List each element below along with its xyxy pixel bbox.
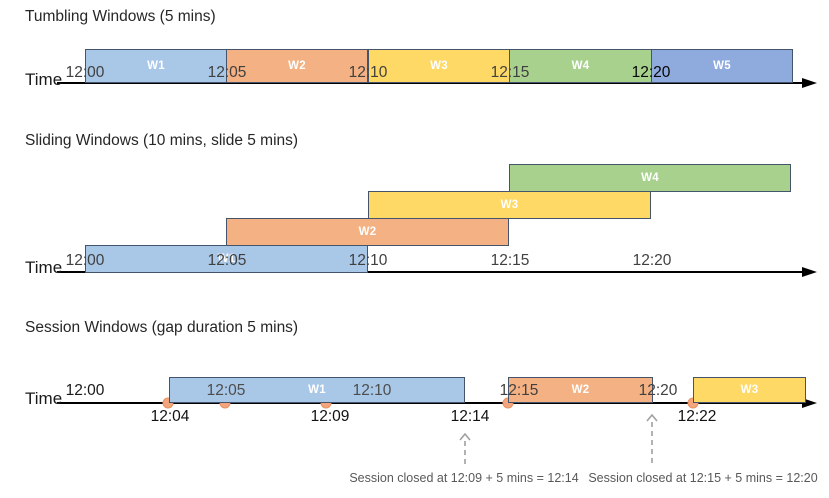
window-label: W1 bbox=[308, 384, 326, 396]
window-label: W3 bbox=[740, 384, 759, 396]
session-close-annotation: Session closed at 12:15 + 5 mins = 12:20 bbox=[588, 471, 818, 485]
window-label: W3 bbox=[430, 60, 448, 72]
window-label: W2 bbox=[571, 384, 590, 396]
time-axis bbox=[57, 82, 803, 84]
tumbling-window-w4: W4 bbox=[509, 49, 652, 83]
window-label: W2 bbox=[288, 60, 306, 72]
sliding-window-w4: W4 bbox=[509, 164, 791, 192]
window-label: W2 bbox=[358, 226, 377, 238]
tick-label: 12:00 bbox=[65, 64, 105, 81]
session-close-annotation: Session closed at 12:09 + 5 mins = 12:14 bbox=[349, 471, 579, 485]
axis-arrow-icon bbox=[802, 78, 817, 88]
tick-label: 12:20 bbox=[631, 64, 671, 81]
axis-arrow-icon bbox=[802, 267, 817, 277]
sliding-window-w2: W2 bbox=[226, 218, 509, 246]
tick-label: 12:15 bbox=[490, 252, 530, 269]
dashed-arrow-icon bbox=[459, 433, 471, 464]
time-axis-label: Time bbox=[25, 258, 63, 277]
tick-label: 12:05 bbox=[207, 64, 247, 81]
tick-label: 12:10 bbox=[352, 382, 392, 399]
section-title-tumbling: Tumbling Windows (5 mins) bbox=[25, 8, 216, 25]
window-label: W4 bbox=[571, 60, 590, 72]
time-axis bbox=[57, 402, 803, 404]
sliding-window-w3: W3 bbox=[368, 191, 651, 219]
tick-label: 12:10 bbox=[348, 64, 388, 81]
window-label: W3 bbox=[500, 199, 519, 211]
time-axis-label: Time bbox=[25, 70, 63, 89]
window-label: W1 bbox=[147, 60, 165, 72]
tumbling-window-w3: W3 bbox=[368, 49, 510, 83]
tick-label: 12:00 bbox=[65, 252, 105, 269]
sliding-window-w1: W1 bbox=[85, 245, 368, 273]
event-time-label: 12:04 bbox=[150, 408, 190, 425]
section-title-sliding: Sliding Windows (10 mins, slide 5 mins) bbox=[25, 132, 299, 149]
event-time-label: 12:09 bbox=[310, 408, 350, 425]
window-label: W5 bbox=[713, 60, 731, 72]
tick-label: 12:15 bbox=[499, 382, 539, 399]
window-label: W1 bbox=[217, 253, 236, 265]
time-axis-label: Time bbox=[25, 389, 63, 408]
event-dot bbox=[162, 397, 174, 409]
window-label: W4 bbox=[641, 172, 659, 184]
session-window-w1: W1 bbox=[169, 377, 465, 403]
tick-label: 12:05 bbox=[207, 252, 247, 269]
tumbling-window-w5: W5 bbox=[651, 49, 793, 83]
tick-label: 12:00 bbox=[65, 382, 105, 399]
session-window-w3: W3 bbox=[693, 377, 806, 403]
axis-arrow-icon bbox=[802, 398, 817, 408]
section-title-session: Session Windows (gap duration 5 mins) bbox=[25, 319, 299, 336]
session-window-w2: W2 bbox=[508, 377, 653, 403]
tumbling-window-w1: W1 bbox=[85, 49, 227, 83]
tick-label: 12:05 bbox=[206, 382, 246, 399]
tick-label: 12:20 bbox=[638, 382, 678, 399]
tick-label: 12:15 bbox=[490, 64, 530, 81]
time-axis bbox=[57, 271, 803, 273]
tick-label: 12:20 bbox=[632, 252, 672, 269]
event-time-label: 12:14 bbox=[450, 408, 490, 425]
tumbling-window-w2: W2 bbox=[226, 49, 368, 83]
dashed-arrow-icon bbox=[646, 414, 658, 464]
tick-label: 12:10 bbox=[348, 252, 388, 269]
event-time-label: 12:22 bbox=[677, 408, 717, 425]
